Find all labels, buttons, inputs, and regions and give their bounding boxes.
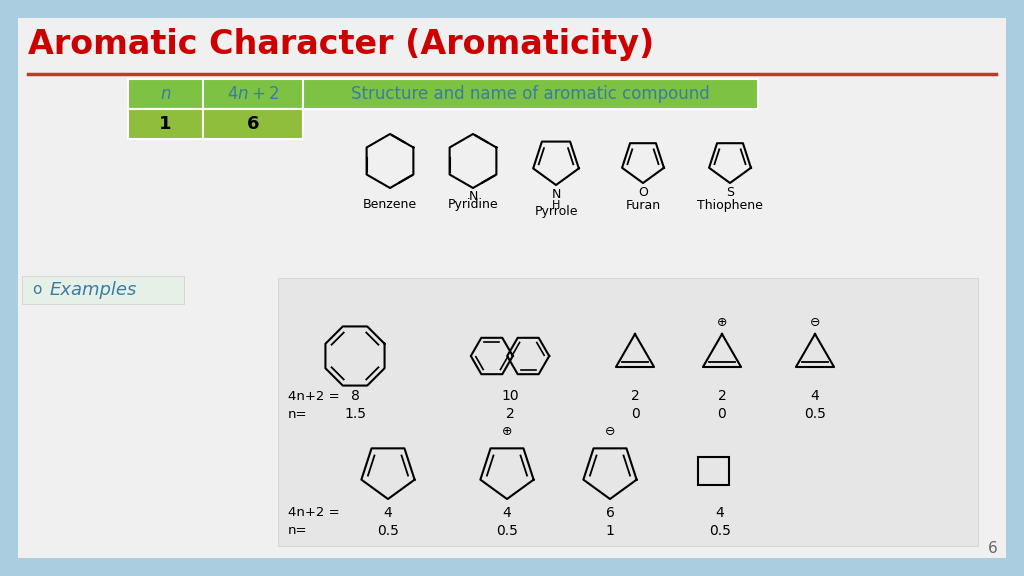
Bar <box>128 109 303 139</box>
Text: 2: 2 <box>718 389 726 403</box>
Text: 6: 6 <box>247 115 259 133</box>
Text: 8: 8 <box>350 389 359 403</box>
Text: N: N <box>551 188 561 201</box>
Text: Benzene: Benzene <box>362 198 417 211</box>
Text: 4: 4 <box>384 506 392 520</box>
Text: ⊖: ⊖ <box>810 316 820 329</box>
FancyBboxPatch shape <box>11 11 1013 565</box>
Text: 0.5: 0.5 <box>709 524 731 538</box>
Text: ⊕: ⊕ <box>502 425 512 438</box>
Text: 4n+2 =: 4n+2 = <box>288 389 340 403</box>
Text: 4: 4 <box>811 389 819 403</box>
Text: 4: 4 <box>503 506 511 520</box>
Text: 10: 10 <box>501 389 519 403</box>
Text: 1.5: 1.5 <box>344 407 366 421</box>
Text: $4n + 2$: $4n + 2$ <box>226 85 280 103</box>
Text: ⊕: ⊕ <box>717 316 727 329</box>
Text: n=: n= <box>288 407 307 420</box>
Text: 6: 6 <box>605 506 614 520</box>
Text: 4n+2 =: 4n+2 = <box>288 506 340 520</box>
Text: 6: 6 <box>988 541 998 556</box>
Text: O: O <box>638 186 648 199</box>
Text: 4: 4 <box>716 506 724 520</box>
Text: o: o <box>32 282 41 297</box>
Text: Pyrrole: Pyrrole <box>535 205 578 218</box>
Text: 2: 2 <box>631 389 639 403</box>
Text: 0: 0 <box>631 407 639 421</box>
Text: N: N <box>468 190 477 203</box>
Bar <box>128 79 758 109</box>
Text: 0.5: 0.5 <box>377 524 399 538</box>
Bar <box>698 457 729 486</box>
Text: Structure and name of aromatic compound: Structure and name of aromatic compound <box>351 85 710 103</box>
Text: 1: 1 <box>160 115 172 133</box>
Text: Pyridine: Pyridine <box>447 198 499 211</box>
Text: 0: 0 <box>718 407 726 421</box>
Text: $n$: $n$ <box>160 85 171 103</box>
Text: Thiophene: Thiophene <box>697 199 763 212</box>
Text: 2: 2 <box>506 407 514 421</box>
Text: S: S <box>726 186 734 199</box>
Text: 0.5: 0.5 <box>496 524 518 538</box>
FancyBboxPatch shape <box>22 276 184 304</box>
Text: Aromatic Character (Aromaticity): Aromatic Character (Aromaticity) <box>28 28 654 61</box>
Text: 0.5: 0.5 <box>804 407 826 421</box>
Text: 1: 1 <box>605 524 614 538</box>
Text: Furan: Furan <box>626 199 660 212</box>
Text: Examples: Examples <box>50 281 137 299</box>
FancyBboxPatch shape <box>278 278 978 546</box>
Text: ⊖: ⊖ <box>605 425 615 438</box>
Text: n=: n= <box>288 525 307 537</box>
Text: H: H <box>552 188 560 210</box>
